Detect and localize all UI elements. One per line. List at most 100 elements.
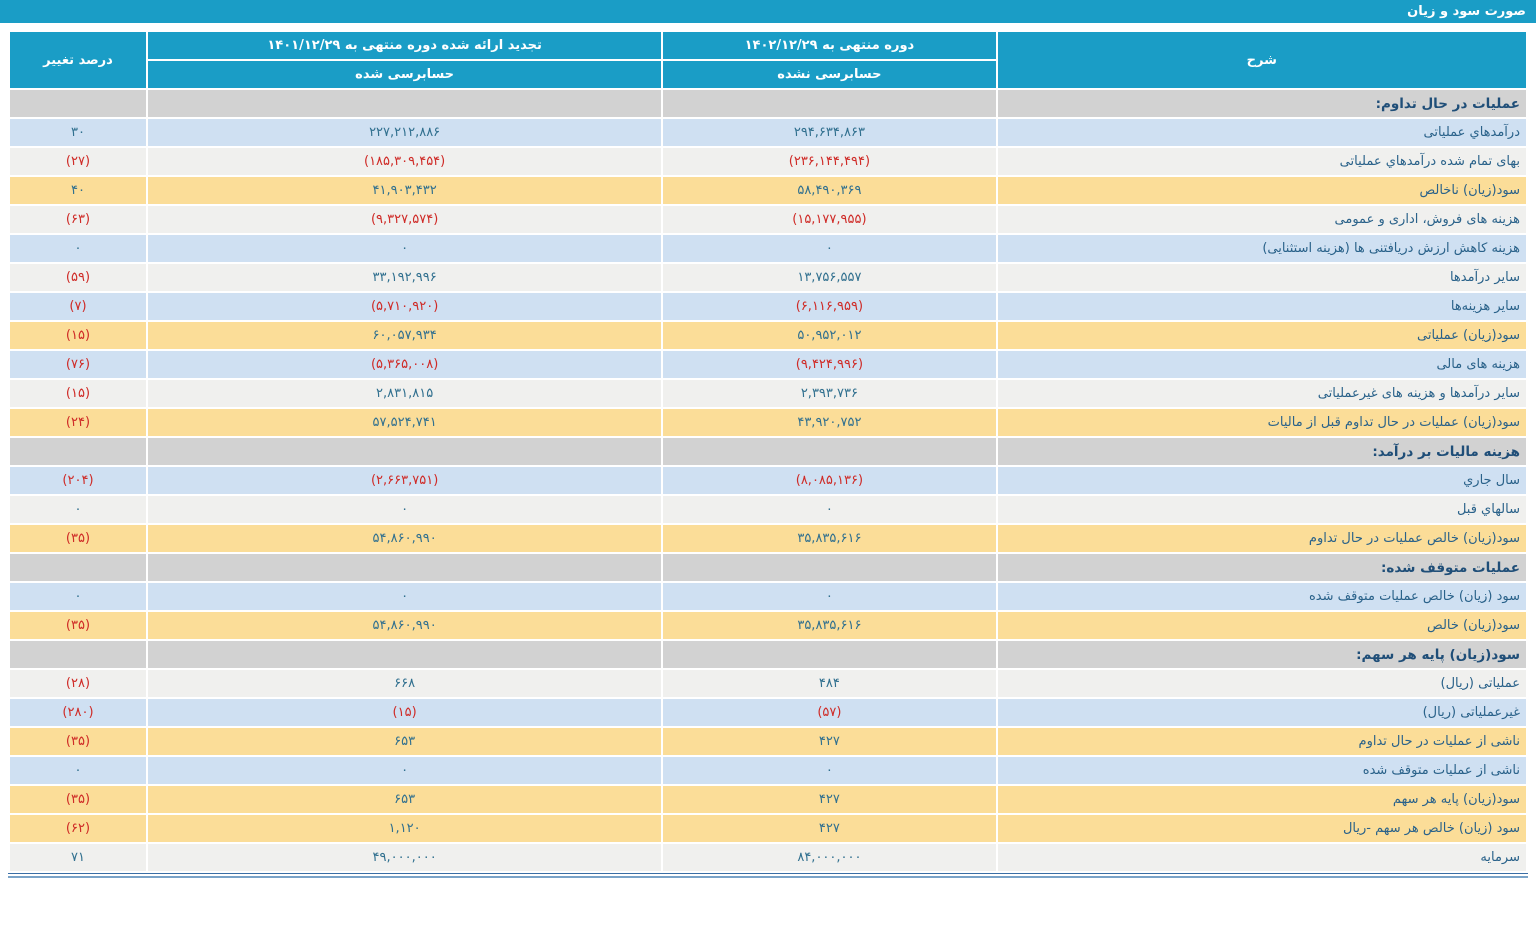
value-percent-change: ۰: [10, 496, 146, 523]
table-row: سایر هزینه‌ها (۶,۱۱۶,۹۵۹) (۵,۷۱۰,۹۲۰) (۷): [10, 293, 1526, 320]
value-prior-period: (۹,۳۲۷,۵۷۴): [147, 206, 662, 233]
value-percent-change: (۳۵): [10, 786, 146, 813]
row-label: درآمدهاي عملیاتی: [997, 119, 1526, 146]
page-title-bar: صورت سود و زیان: [0, 0, 1536, 23]
section-empty-cell: [663, 554, 996, 581]
section-empty-cell: [663, 641, 996, 668]
value-current-period: (۲۳۶,۱۴۴,۴۹۴): [663, 148, 996, 175]
value-prior-period: ۱,۱۲۰: [147, 815, 662, 842]
value-prior-period: ۳۳,۱۹۲,۹۹۶: [147, 264, 662, 291]
value-percent-change: ۷۱: [10, 844, 146, 871]
value-percent-change: (۲۰۴): [10, 467, 146, 494]
row-label: هزینه کاهش ارزش دریافتنی ها (هزینه استثن…: [997, 235, 1526, 262]
section-empty-cell: [10, 438, 146, 465]
row-label: سایر هزینه‌ها: [997, 293, 1526, 320]
row-label: غیرعملیاتی (ریال): [997, 699, 1526, 726]
table-row: سود(زیان) عملیاتی ۵۰,۹۵۲,۰۱۲ ۶۰,۰۵۷,۹۳۴ (۱۵…: [10, 322, 1526, 349]
table-row: هزینه های مالی (۹,۴۲۴,۹۹۶) (۵,۳۶۵,۰۰۸) (۷۶): [10, 351, 1526, 378]
value-prior-period: ۶۰,۰۵۷,۹۳۴: [147, 322, 662, 349]
table-header: شرح دوره منتهی به ۱۴۰۲/۱۲/۲۹ تجدید ارائه…: [10, 32, 1526, 88]
section-row: سود(زیان) پایه هر سهم:: [10, 641, 1526, 668]
table-row: سایر درآمدها ۱۳,۷۵۶,۵۵۷ ۳۳,۱۹۲,۹۹۶ (۵۹): [10, 264, 1526, 291]
value-current-period: ۳۵,۸۳۵,۶۱۶: [663, 525, 996, 552]
row-label: هزینه های فروش، اداری و عمومی: [997, 206, 1526, 233]
value-prior-period: ۶۵۳: [147, 786, 662, 813]
table-row: سود (زیان) خالص هر سهم -ریال ۴۲۷ ۱,۱۲۰ (۶۲): [10, 815, 1526, 842]
table-row: درآمدهاي عملیاتی ۲۹۴,۶۳۴,۸۶۳ ۲۲۷,۲۱۲,۸۸۶ ۳۰: [10, 119, 1526, 146]
value-percent-change: (۳۵): [10, 612, 146, 639]
value-percent-change: (۲۸۰): [10, 699, 146, 726]
value-prior-period: ۰: [147, 496, 662, 523]
row-label: ناشی از عملیات در حال تداوم: [997, 728, 1526, 755]
row-label: هزینه های مالی: [997, 351, 1526, 378]
section-empty-cell: [147, 90, 662, 117]
value-percent-change: ۰: [10, 757, 146, 784]
section-row: عملیات در حال تداوم:: [10, 90, 1526, 117]
value-prior-period: ۰: [147, 235, 662, 262]
row-label: ناشی از عملیات متوقف شده: [997, 757, 1526, 784]
header-period-current: دوره منتهی به ۱۴۰۲/۱۲/۲۹: [663, 32, 996, 59]
value-current-period: ۴۲۷: [663, 786, 996, 813]
value-prior-period: ۰: [147, 757, 662, 784]
row-label: سود(زیان) ناخالص: [997, 177, 1526, 204]
value-prior-period: (۵,۳۶۵,۰۰۸): [147, 351, 662, 378]
value-current-period: ۴۸۴: [663, 670, 996, 697]
row-label: سایر درآمدها و هزینه های غیرعملیاتی: [997, 380, 1526, 407]
value-current-period: (۶,۱۱۶,۹۵۹): [663, 293, 996, 320]
value-percent-change: (۵۹): [10, 264, 146, 291]
value-current-period: (۱۵,۱۷۷,۹۵۵): [663, 206, 996, 233]
row-label: سالهاي قبل: [997, 496, 1526, 523]
value-current-period: (۹,۴۲۴,۹۹۶): [663, 351, 996, 378]
value-percent-change: (۱۵): [10, 380, 146, 407]
value-current-period: ۲,۳۹۳,۷۳۶: [663, 380, 996, 407]
page-title: صورت سود و زیان: [1407, 4, 1526, 19]
value-current-period: ۰: [663, 235, 996, 262]
section-label: عملیات متوقف شده:: [997, 554, 1526, 581]
value-prior-period: (۲,۶۶۳,۷۵۱): [147, 467, 662, 494]
table-row: هزینه کاهش ارزش دریافتنی ها (هزینه استثن…: [10, 235, 1526, 262]
section-label: عملیات در حال تداوم:: [997, 90, 1526, 117]
section-empty-cell: [663, 438, 996, 465]
value-prior-period: ۵۷,۵۲۴,۷۴۱: [147, 409, 662, 436]
value-prior-period: ۶۶۸: [147, 670, 662, 697]
row-label: سود(زیان) عملیاتی: [997, 322, 1526, 349]
value-prior-period: ۴۹,۰۰۰,۰۰۰: [147, 844, 662, 871]
value-percent-change: (۶۲): [10, 815, 146, 842]
value-percent-change: (۳۵): [10, 728, 146, 755]
value-current-period: ۸۴,۰۰۰,۰۰۰: [663, 844, 996, 871]
value-current-period: ۴۳,۹۲۰,۷۵۲: [663, 409, 996, 436]
table-row: سود(زیان) پایه هر سهم ۴۲۷ ۶۵۳ (۳۵): [10, 786, 1526, 813]
section-empty-cell: [10, 641, 146, 668]
row-label: سود(زیان) خالص عملیات در حال تداوم: [997, 525, 1526, 552]
value-current-period: ۳۵,۸۳۵,۶۱۶: [663, 612, 996, 639]
header-description: شرح: [997, 32, 1526, 88]
table-row: سود(زیان) ناخالص ۵۸,۴۹۰,۳۶۹ ۴۱,۹۰۳,۴۳۲ ۴۰: [10, 177, 1526, 204]
row-label: سرمایه: [997, 844, 1526, 871]
table-row: سال جاري (۸,۰۸۵,۱۳۶) (۲,۶۶۳,۷۵۱) (۲۰۴): [10, 467, 1526, 494]
value-prior-period: ۲,۸۳۱,۸۱۵: [147, 380, 662, 407]
value-prior-period: ۶۵۳: [147, 728, 662, 755]
value-current-period: ۰: [663, 496, 996, 523]
table-row: سایر درآمدها و هزینه های غیرعملیاتی ۲,۳۹۳…: [10, 380, 1526, 407]
section-empty-cell: [10, 90, 146, 117]
value-current-period: ۰: [663, 757, 996, 784]
table-row: هزینه های فروش، اداری و عمومی (۱۵,۱۷۷,۹۵۵…: [10, 206, 1526, 233]
header-period-prior: تجدید ارائه شده دوره منتهی به ۱۴۰۱/۱۲/۲۹: [147, 32, 662, 59]
value-current-period: ۵۸,۴۹۰,۳۶۹: [663, 177, 996, 204]
value-current-period: ۵۰,۹۵۲,۰۱۲: [663, 322, 996, 349]
header-row-top: شرح دوره منتهی به ۱۴۰۲/۱۲/۲۹ تجدید ارائه…: [10, 32, 1526, 88]
table-row: سود(زیان) خالص عملیات در حال تداوم ۳۵,۸۳۵…: [10, 525, 1526, 552]
value-prior-period: ۰: [147, 583, 662, 610]
value-prior-period: (۱۸۵,۳۰۹,۴۵۴): [147, 148, 662, 175]
header-prior-audit-status: حسابرسی شده: [147, 61, 662, 88]
section-empty-cell: [147, 554, 662, 581]
value-prior-period: (۱۵): [147, 699, 662, 726]
value-current-period: (۸,۰۸۵,۱۳۶): [663, 467, 996, 494]
value-percent-change: (۶۳): [10, 206, 146, 233]
section-empty-cell: [10, 554, 146, 581]
table-row: سالهاي قبل ۰ ۰ ۰: [10, 496, 1526, 523]
value-percent-change: ۳۰: [10, 119, 146, 146]
row-label: بهای تمام شده درآمدهاي عملیاتی: [997, 148, 1526, 175]
table-row: سود (زیان) خالص عملیات متوقف شده ۰ ۰ ۰: [10, 583, 1526, 610]
section-empty-cell: [147, 641, 662, 668]
